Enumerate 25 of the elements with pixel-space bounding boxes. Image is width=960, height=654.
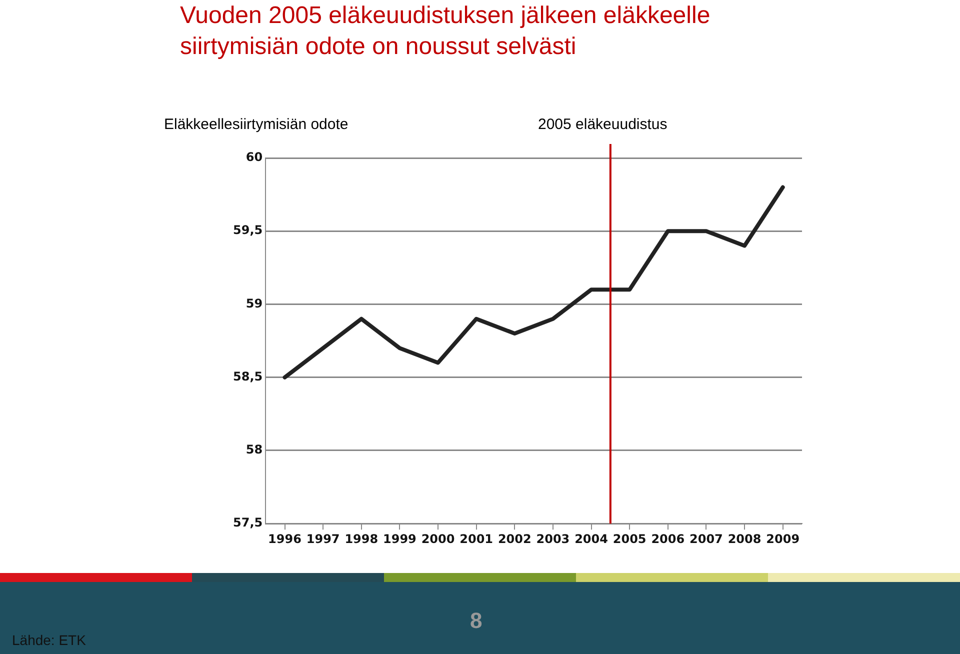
y-tick-label: 59 xyxy=(246,296,263,310)
x-tick-label: 1997 xyxy=(306,532,340,546)
x-tick-label: 2007 xyxy=(690,532,723,546)
y-tick-label: 57,5 xyxy=(233,516,263,530)
x-tick-label: 1998 xyxy=(344,532,378,546)
x-tick-label: 2004 xyxy=(574,532,608,546)
ref-line-label: 2005 eläkeuudistus xyxy=(538,116,668,133)
x-tick-label: 1999 xyxy=(383,532,416,546)
x-tick-label: 1996 xyxy=(268,532,302,546)
x-tick-label: 2001 xyxy=(460,532,494,546)
x-tick-label: 2002 xyxy=(498,532,532,546)
x-tick-label: 2009 xyxy=(766,532,800,546)
x-tick-label: 2000 xyxy=(421,532,455,546)
y-tick-label: 60 xyxy=(246,150,263,164)
text: 8 xyxy=(470,608,482,634)
chart-title: Vuoden 2005 eläkeuudistuksen jälkeen eläkkeelle siirtymisiän odote on noussut selvästi xyxy=(180,1,712,62)
x-tick-label: 2006 xyxy=(651,532,685,546)
x-tick-label: 2005 xyxy=(612,532,646,546)
y-tick-label: 58,5 xyxy=(233,369,263,384)
x-tick-label: 2003 xyxy=(536,532,570,546)
text: Lähde: ETK xyxy=(12,632,86,648)
y-tick-label: 59,5 xyxy=(233,223,263,238)
chart-subtitle: Eläkkeellesiirtymisiän odote xyxy=(164,116,348,133)
x-tick-label: 2008 xyxy=(728,532,762,546)
y-tick-label: 58 xyxy=(246,442,263,457)
